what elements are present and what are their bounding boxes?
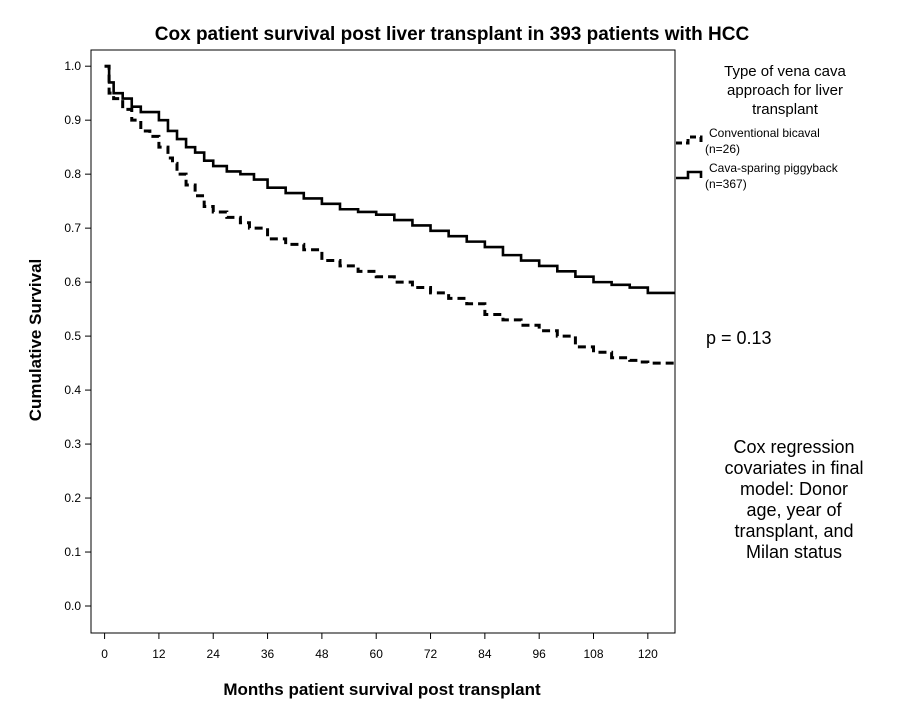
x-tick-label: 24 [207, 647, 221, 661]
chart-title: Cox patient survival post liver transpla… [155, 24, 750, 45]
series-layer [104, 64, 675, 365]
x-tick-label: 0 [101, 647, 108, 661]
x-tick-label: 12 [152, 647, 166, 661]
y-tick-label: 0.0 [64, 599, 81, 613]
x-tick-label: 60 [370, 647, 384, 661]
series-line-conventional-bicaval [104, 64, 675, 365]
legend: Type of vena cava approach for liver trans… [676, 63, 847, 191]
x-axis: 0 12 24 36 48 60 72 84 96 108 120 [101, 633, 658, 661]
x-tick-label: 72 [424, 647, 438, 661]
model-note-line: transplant, and [734, 521, 853, 541]
legend-series-name: Cava-sparing piggyback [709, 161, 839, 175]
model-note-line: age, year of [746, 500, 842, 520]
legend-title-line: transplant [752, 101, 819, 118]
model-note-line: Cox regression [733, 437, 854, 457]
x-tick-label: 48 [315, 647, 329, 661]
y-tick-label: 0.3 [64, 437, 81, 451]
y-axis-label: Cumulative Survival [26, 259, 45, 422]
y-tick-label: 0.2 [64, 491, 81, 505]
legend-swatch-1 [676, 170, 703, 180]
p-value-annotation: p = 0.13 [706, 328, 772, 348]
x-tick-label: 36 [261, 647, 275, 661]
legend-series-name: Conventional bicaval [709, 126, 820, 140]
legend-series-count: (n=26) [705, 142, 740, 156]
model-note-line: model: Donor [740, 479, 848, 499]
x-tick-label: 84 [478, 647, 492, 661]
legend-title-line: approach for liver [727, 82, 843, 99]
y-tick-label: 0.7 [64, 221, 81, 235]
y-tick-label: 1.0 [64, 59, 81, 73]
y-tick-label: 0.1 [64, 545, 81, 559]
legend-series-count: (n=367) [705, 177, 747, 191]
plot-frame [90, 49, 676, 634]
x-tick-label: 120 [638, 647, 658, 661]
model-note-line: Milan status [746, 542, 842, 562]
y-tick-label: 0.6 [64, 275, 81, 289]
series-line-cava-sparing-piggyback [104, 64, 675, 295]
model-note-line: covariates in final [724, 458, 863, 478]
y-tick-label: 0.8 [64, 167, 81, 181]
legend-swatch-0 [676, 135, 703, 145]
y-tick-label: 0.4 [64, 383, 81, 397]
legend-title-line: Type of vena cava [724, 63, 846, 80]
x-tick-label: 108 [583, 647, 603, 661]
x-tick-label: 96 [533, 647, 547, 661]
y-tick-label: 0.9 [64, 113, 81, 127]
y-axis: 0.0 0.1 0.2 0.3 0.4 0.5 0.6 0.7 0.8 0.9 1.0 [64, 59, 91, 613]
x-axis-label: Months patient survival post transplant [223, 680, 541, 699]
y-tick-label: 0.5 [64, 329, 81, 343]
